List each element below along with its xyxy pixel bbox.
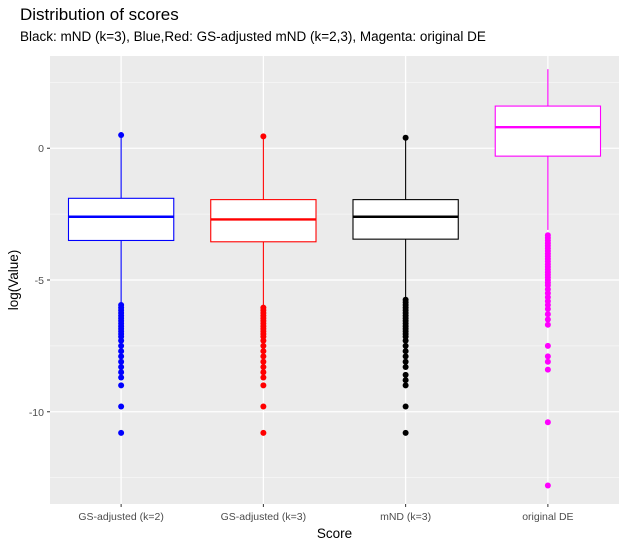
outlier-point	[118, 337, 125, 344]
outlier-point	[402, 353, 409, 360]
outlier-point	[260, 429, 267, 436]
outlier-point	[118, 369, 125, 376]
outlier-point	[402, 134, 409, 141]
outlier-point	[402, 377, 409, 384]
outlier-point	[118, 374, 125, 381]
outlier-point	[260, 403, 267, 410]
outlier-point	[118, 342, 125, 349]
outlier-point	[544, 366, 551, 373]
outlier-point	[402, 382, 409, 389]
outlier-point	[402, 337, 409, 344]
outlier-point	[118, 353, 125, 360]
outlier-point	[544, 321, 551, 328]
x-tick-label: GS-adjusted (k=3)	[221, 511, 307, 523]
outlier-point	[260, 382, 267, 389]
box-iqr	[494, 105, 602, 157]
outlier-point	[118, 382, 125, 389]
outlier-point	[118, 132, 125, 139]
outlier-point	[260, 369, 267, 376]
outlier-point	[402, 363, 409, 370]
outlier-point	[402, 429, 409, 436]
outlier-point	[118, 358, 125, 365]
outlier-point	[544, 353, 551, 360]
outlier-point	[402, 342, 409, 349]
y-tick-label: -10	[29, 407, 44, 419]
chart-title: Distribution of scores	[20, 5, 179, 24]
outlier-point	[118, 429, 125, 436]
outlier-point	[402, 348, 409, 355]
box-iqr	[352, 199, 459, 240]
outlier-point	[260, 374, 267, 381]
outlier-point	[260, 353, 267, 360]
box-iqr	[210, 199, 317, 243]
outlier-point	[402, 358, 409, 365]
outlier-point	[260, 337, 267, 344]
x-tick-label: mND (k=3)	[380, 511, 431, 523]
outlier-point	[260, 363, 267, 370]
y-axis-title: log(Value)	[6, 250, 21, 311]
outlier-point	[544, 342, 551, 349]
outlier-point	[260, 348, 267, 355]
x-tick-label: GS-adjusted (k=2)	[78, 511, 164, 523]
box-iqr	[67, 197, 175, 242]
outlier-point	[544, 316, 551, 323]
x-tick-label: original DE	[522, 511, 573, 523]
outlier-point	[118, 363, 125, 370]
outlier-point	[260, 358, 267, 365]
outlier-point	[544, 311, 551, 318]
outlier-point	[402, 403, 409, 410]
outlier-point	[118, 348, 125, 355]
outlier-point	[544, 305, 551, 312]
x-axis-title: Score	[317, 526, 352, 541]
outlier-point	[402, 371, 409, 378]
outlier-point	[544, 419, 551, 426]
outlier-point	[544, 358, 551, 365]
chart-subtitle: Black: mND (k=3), Blue,Red: GS-adjusted …	[20, 29, 486, 44]
outlier-point	[260, 133, 267, 140]
y-tick-label: 0	[38, 143, 44, 155]
outlier-point	[118, 403, 125, 410]
outlier-point	[260, 342, 267, 349]
y-tick-label: -5	[35, 275, 44, 287]
outlier-point	[544, 482, 551, 489]
